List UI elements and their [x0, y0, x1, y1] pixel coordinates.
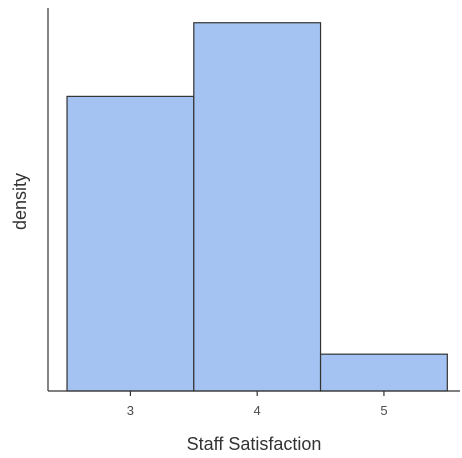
- x-tick-label-4: 4: [254, 403, 261, 418]
- histogram-bar-3: [319, 353, 448, 392]
- x-axis-title: Staff Satisfaction: [187, 434, 322, 454]
- histogram-bar-1: [66, 95, 195, 392]
- x-tick-label-3: 3: [127, 403, 134, 418]
- x-axis-ticks: 3 4 5: [127, 391, 388, 418]
- bars: [66, 22, 448, 392]
- x-tick-label-5: 5: [380, 403, 387, 418]
- histogram-bar-2: [193, 22, 322, 392]
- y-axis-title: density: [10, 173, 30, 230]
